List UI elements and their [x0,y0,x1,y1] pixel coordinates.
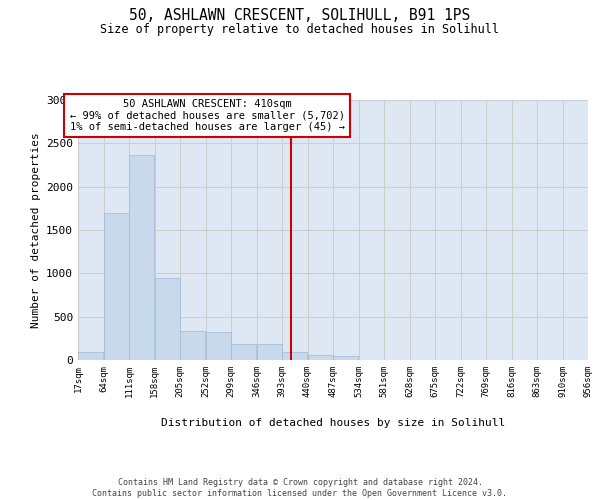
Bar [155,278,180,360]
Text: 50 ASHLAWN CRESCENT: 410sqm
← 99% of detached houses are smaller (5,702)
1% of s: 50 ASHLAWN CRESCENT: 410sqm ← 99% of det… [70,99,344,132]
Bar [308,355,333,360]
Bar [231,344,256,360]
Bar [282,352,307,360]
Text: 50, ASHLAWN CRESCENT, SOLIHULL, B91 1PS: 50, ASHLAWN CRESCENT, SOLIHULL, B91 1PS [130,8,470,22]
Bar [257,344,282,360]
Bar [206,332,231,360]
Text: Size of property relative to detached houses in Solihull: Size of property relative to detached ho… [101,22,499,36]
Bar [104,212,129,360]
Bar [78,352,103,360]
Bar [180,330,205,360]
Y-axis label: Number of detached properties: Number of detached properties [31,132,41,328]
Bar [333,356,358,360]
Bar [129,154,154,360]
Text: Contains HM Land Registry data © Crown copyright and database right 2024.
Contai: Contains HM Land Registry data © Crown c… [92,478,508,498]
Text: Distribution of detached houses by size in Solihull: Distribution of detached houses by size … [161,418,505,428]
